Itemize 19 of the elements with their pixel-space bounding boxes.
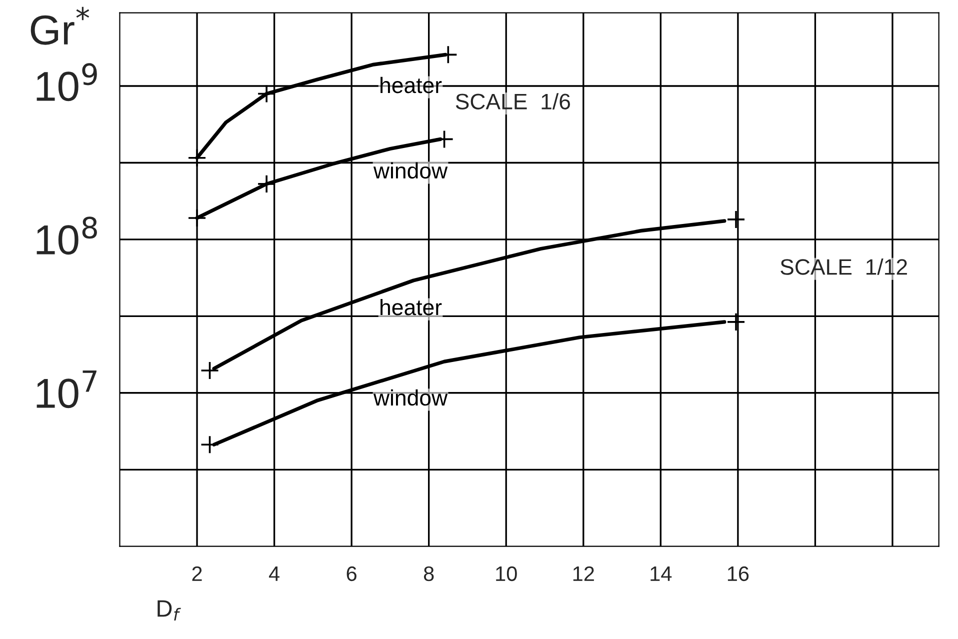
y-tick-label: 10$^{8}$: [36, 216, 97, 255]
series-label: heater: [380, 298, 442, 316]
x-tick-label: 6: [346, 566, 356, 582]
y-axis-title: Gr$^{*}$: [30, 6, 90, 45]
x-tick-label: 10: [496, 566, 517, 582]
x-tick-label: 14: [650, 566, 672, 581]
annotation: SCALE 1/6: [456, 93, 570, 110]
x-axis-title: D$_{f}$: [158, 600, 181, 620]
series-label: heater: [380, 76, 442, 94]
annotation: SCALE 1/12: [780, 258, 907, 275]
x-tick-label: 12: [573, 566, 594, 581]
x-tick-label: 16: [728, 566, 749, 582]
y-tick-label: 10$^{7}$: [36, 370, 96, 408]
x-tick-label: 2: [192, 566, 202, 581]
series-label: window: [373, 162, 448, 179]
series-label: window: [373, 389, 448, 406]
x-tick-label: 4: [268, 566, 280, 581]
y-tick-label: 10$^{9}$: [36, 63, 97, 102]
x-tick-label: 8: [424, 566, 434, 582]
